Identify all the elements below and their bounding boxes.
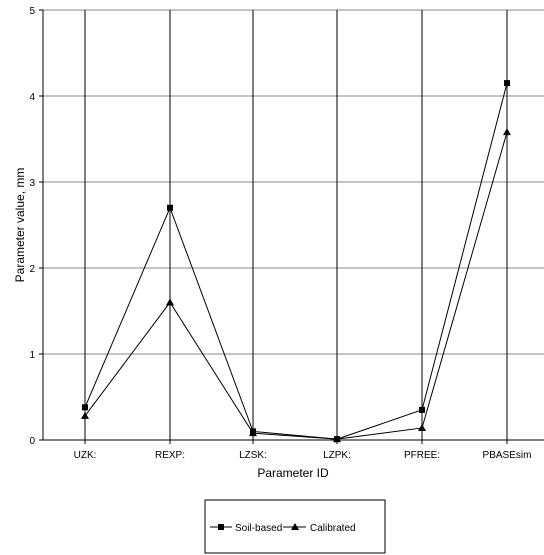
y-tick-label: 5 (29, 6, 35, 17)
legend-marker-square (218, 524, 224, 530)
y-tick-label: 0 (29, 436, 35, 447)
data-point (249, 429, 257, 437)
data-point (419, 406, 425, 413)
series-line (84, 82, 508, 440)
series-group (81, 80, 511, 443)
y-tick-label: 2 (29, 264, 35, 275)
legend: Soil-based Calibrated (204, 499, 386, 554)
x-tick-label: UZK: (74, 450, 97, 461)
legend-label: Soil-based (235, 523, 282, 534)
x-tick-label: PFREE: (404, 450, 440, 461)
data-point (81, 411, 89, 419)
data-point (167, 204, 173, 211)
y-axis-title: Parameter value, mm (13, 168, 27, 283)
data-point (82, 404, 88, 411)
y-tick-label: 3 (29, 178, 35, 189)
series-line (84, 131, 508, 440)
legend-label: Calibrated (310, 523, 356, 534)
data-point (418, 423, 426, 431)
x-tick-label: PBASEsim (483, 450, 532, 461)
data-point (333, 435, 341, 443)
y-tick-label: 1 (29, 350, 35, 361)
data-point (503, 128, 511, 136)
data-point (504, 80, 510, 87)
x-axis-title: Parameter ID (257, 466, 329, 480)
axes (39, 9, 544, 444)
y-tick-labels: 0 1 2 3 4 5 (29, 6, 35, 447)
x-tick-label: LZSK: (239, 450, 267, 461)
y-tick-label: 4 (29, 92, 35, 103)
series-soil-based (82, 80, 510, 443)
data-point (166, 298, 174, 306)
series-calibrated (81, 128, 511, 443)
legend-marker-triangle (291, 523, 299, 530)
x-tick-label: REXP: (155, 450, 185, 461)
x-tick-labels: UZK: REXP: LZSK: LZPK: PFREE: PBASEsim (74, 450, 532, 461)
gridlines (43, 9, 544, 440)
x-tick-label: LZPK: (323, 450, 351, 461)
